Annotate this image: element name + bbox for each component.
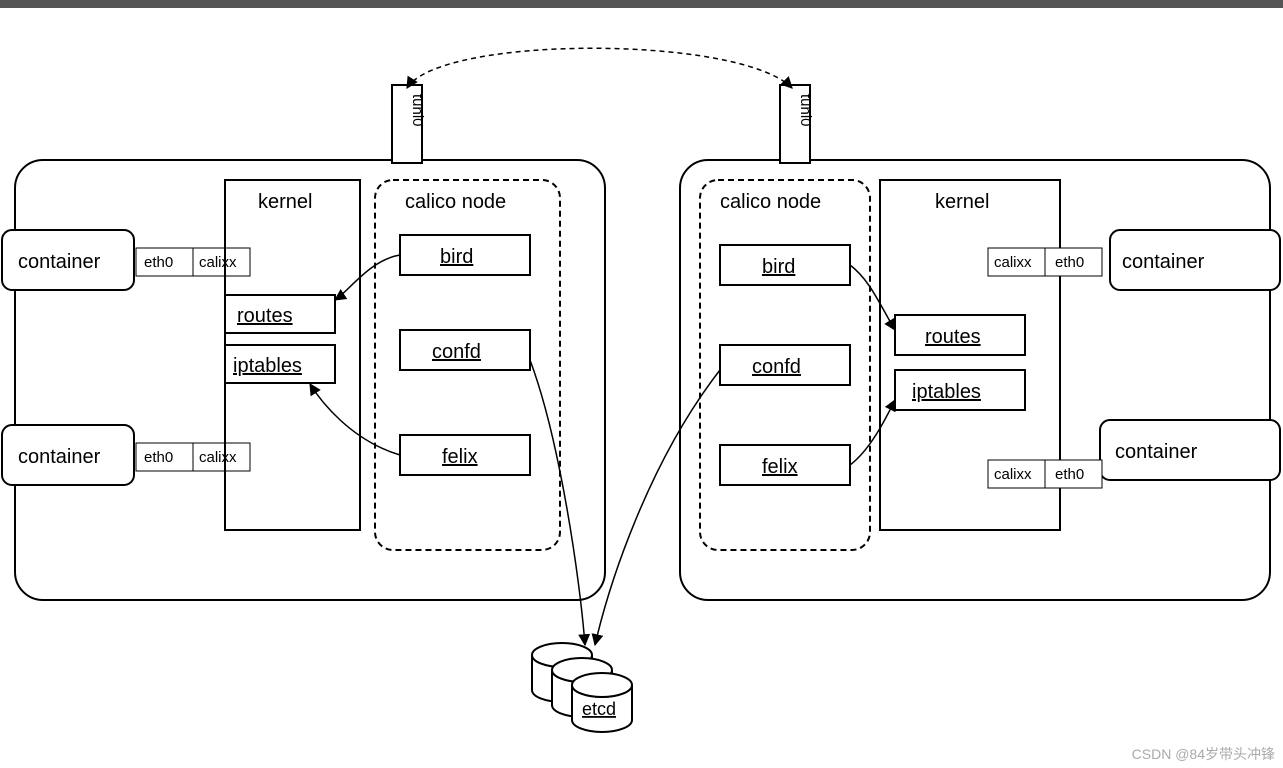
container-label: container: [18, 446, 101, 468]
eth0-label: eth0: [144, 449, 173, 466]
tunl0-label: tunl0: [797, 94, 814, 127]
container-label: container: [18, 251, 101, 273]
tunl0-label: tunl0: [409, 94, 426, 127]
bird-label: bird: [762, 256, 795, 278]
iptables-label: iptables: [912, 381, 981, 403]
edge-confd-etcd-left: [530, 360, 585, 645]
routes-label: routes: [925, 326, 981, 348]
confd-label: confd: [752, 356, 801, 378]
edge-confd-etcd-right: [595, 370, 720, 645]
calixx-label: calixx: [994, 466, 1032, 483]
calico-label: calico node: [720, 191, 821, 213]
calico-label: calico node: [405, 191, 506, 213]
right-container-1: container eth0 calixx: [988, 230, 1280, 290]
calixx-label: calixx: [199, 449, 237, 466]
etcd-label: etcd: [582, 699, 616, 719]
kernel-label: kernel: [258, 191, 312, 213]
confd-label: confd: [432, 341, 481, 363]
iptables-label: iptables: [233, 355, 302, 377]
calixx-label: calixx: [199, 254, 237, 271]
left-container-1: container eth0 calixx: [2, 230, 250, 290]
edge-bird-routes-left: [335, 255, 400, 300]
left-container-2: container eth0 calixx: [2, 425, 250, 485]
eth0-label: eth0: [144, 254, 173, 271]
eth0-label: eth0: [1055, 254, 1084, 271]
container-label: container: [1122, 251, 1205, 273]
calixx-label: calixx: [994, 254, 1032, 271]
edge-tunl-tunl: [407, 48, 792, 88]
right-container-2: container eth0 calixx: [988, 420, 1280, 488]
etcd-cluster: etcd: [532, 643, 632, 732]
bird-label: bird: [440, 246, 473, 268]
container-label: container: [1115, 441, 1198, 463]
top-strip: [0, 0, 1283, 8]
felix-label: felix: [442, 446, 478, 468]
kernel-label: kernel: [935, 191, 989, 213]
edge-bird-routes-right: [850, 265, 895, 330]
edge-felix-iptables-left: [310, 384, 400, 455]
felix-label: felix: [762, 456, 798, 478]
edge-felix-iptables-right: [850, 400, 895, 465]
eth0-label: eth0: [1055, 466, 1084, 483]
watermark: CSDN @84岁带头冲锋: [1132, 744, 1275, 764]
routes-label: routes: [237, 305, 293, 327]
